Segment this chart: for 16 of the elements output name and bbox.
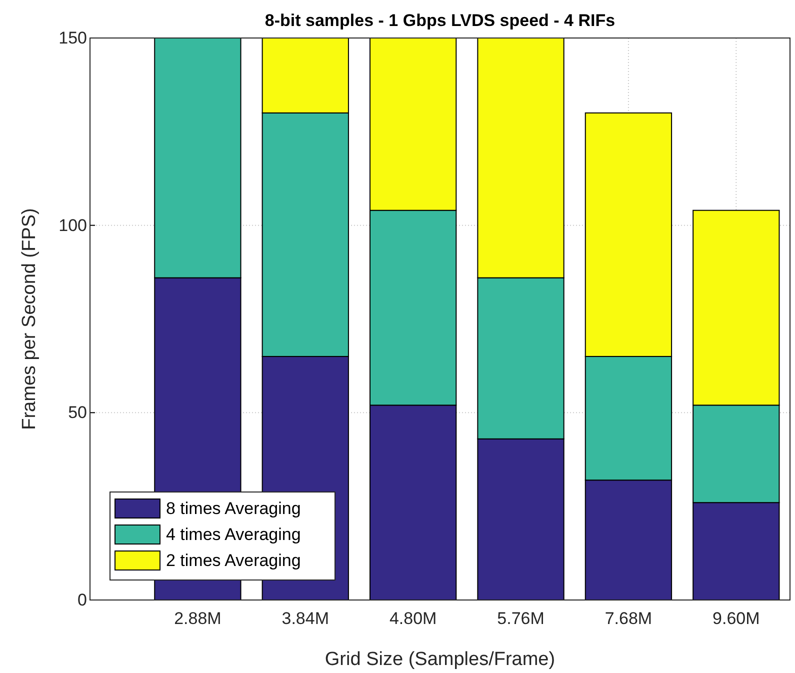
x-tick-label: 3.84M: [282, 609, 330, 628]
legend-label: 4 times Averaging: [166, 525, 301, 544]
y-axis-title: Frames per Second (FPS): [19, 208, 40, 430]
x-tick-label: 5.76M: [497, 609, 544, 628]
y-tick-label: 100: [58, 216, 87, 235]
y-tick-label: 0: [78, 590, 87, 610]
x-tick-label: 7.68M: [604, 609, 652, 628]
legend-label: 2 times Averaging: [166, 551, 301, 570]
x-tick-label: 9.60M: [712, 609, 760, 628]
x-tick-label: 4.80M: [389, 609, 437, 628]
y-tick-label: 50: [68, 403, 87, 422]
y-tick-label: 150: [58, 28, 87, 48]
chart-title: 8-bit samples - 1 Gbps LVDS speed - 4 RIFs: [264, 11, 616, 30]
x-tick-label: 2.88M: [174, 609, 222, 628]
legend-label: 8 times Averaging: [166, 499, 301, 518]
x-axis-title: Grid Size (Samples/Frame): [324, 649, 556, 670]
